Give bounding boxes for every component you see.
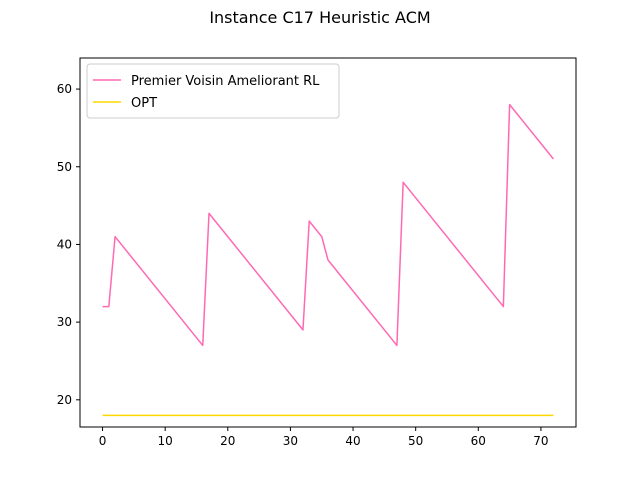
x-tick-label: 60 (471, 434, 486, 448)
x-tick-label: 50 (408, 434, 423, 448)
x-tick-label: 70 (533, 434, 548, 448)
chart-title: Instance C17 Heuristic ACM (209, 8, 431, 27)
legend-label-0: Premier Voisin Ameliorant RL (131, 74, 320, 89)
y-tick-label: 50 (57, 160, 72, 174)
x-tick-label: 10 (158, 434, 173, 448)
x-tick-label: 0 (99, 434, 107, 448)
x-tick-label: 20 (220, 434, 235, 448)
y-tick-label: 60 (57, 82, 72, 96)
plot-frame (79, 57, 577, 428)
legend-label-1: OPT (131, 96, 157, 111)
legend-box (86, 63, 340, 119)
x-tick-label: 30 (283, 434, 298, 448)
y-tick-label: 40 (57, 237, 72, 251)
x-tick-label: 40 (345, 434, 360, 448)
series-line-0 (102, 103, 555, 347)
y-tick-label: 20 (57, 393, 72, 407)
y-tick-label: 30 (57, 315, 72, 329)
